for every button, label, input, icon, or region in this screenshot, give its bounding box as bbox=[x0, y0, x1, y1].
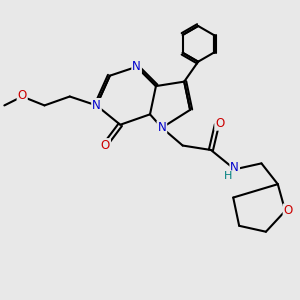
Text: O: O bbox=[18, 88, 27, 101]
Text: N: N bbox=[132, 60, 141, 73]
Text: N: N bbox=[230, 161, 239, 174]
Text: N: N bbox=[158, 121, 166, 134]
Text: O: O bbox=[215, 117, 224, 130]
Text: O: O bbox=[101, 139, 110, 152]
Text: O: O bbox=[284, 204, 293, 218]
Text: N: N bbox=[92, 99, 101, 112]
Text: H: H bbox=[224, 171, 232, 181]
